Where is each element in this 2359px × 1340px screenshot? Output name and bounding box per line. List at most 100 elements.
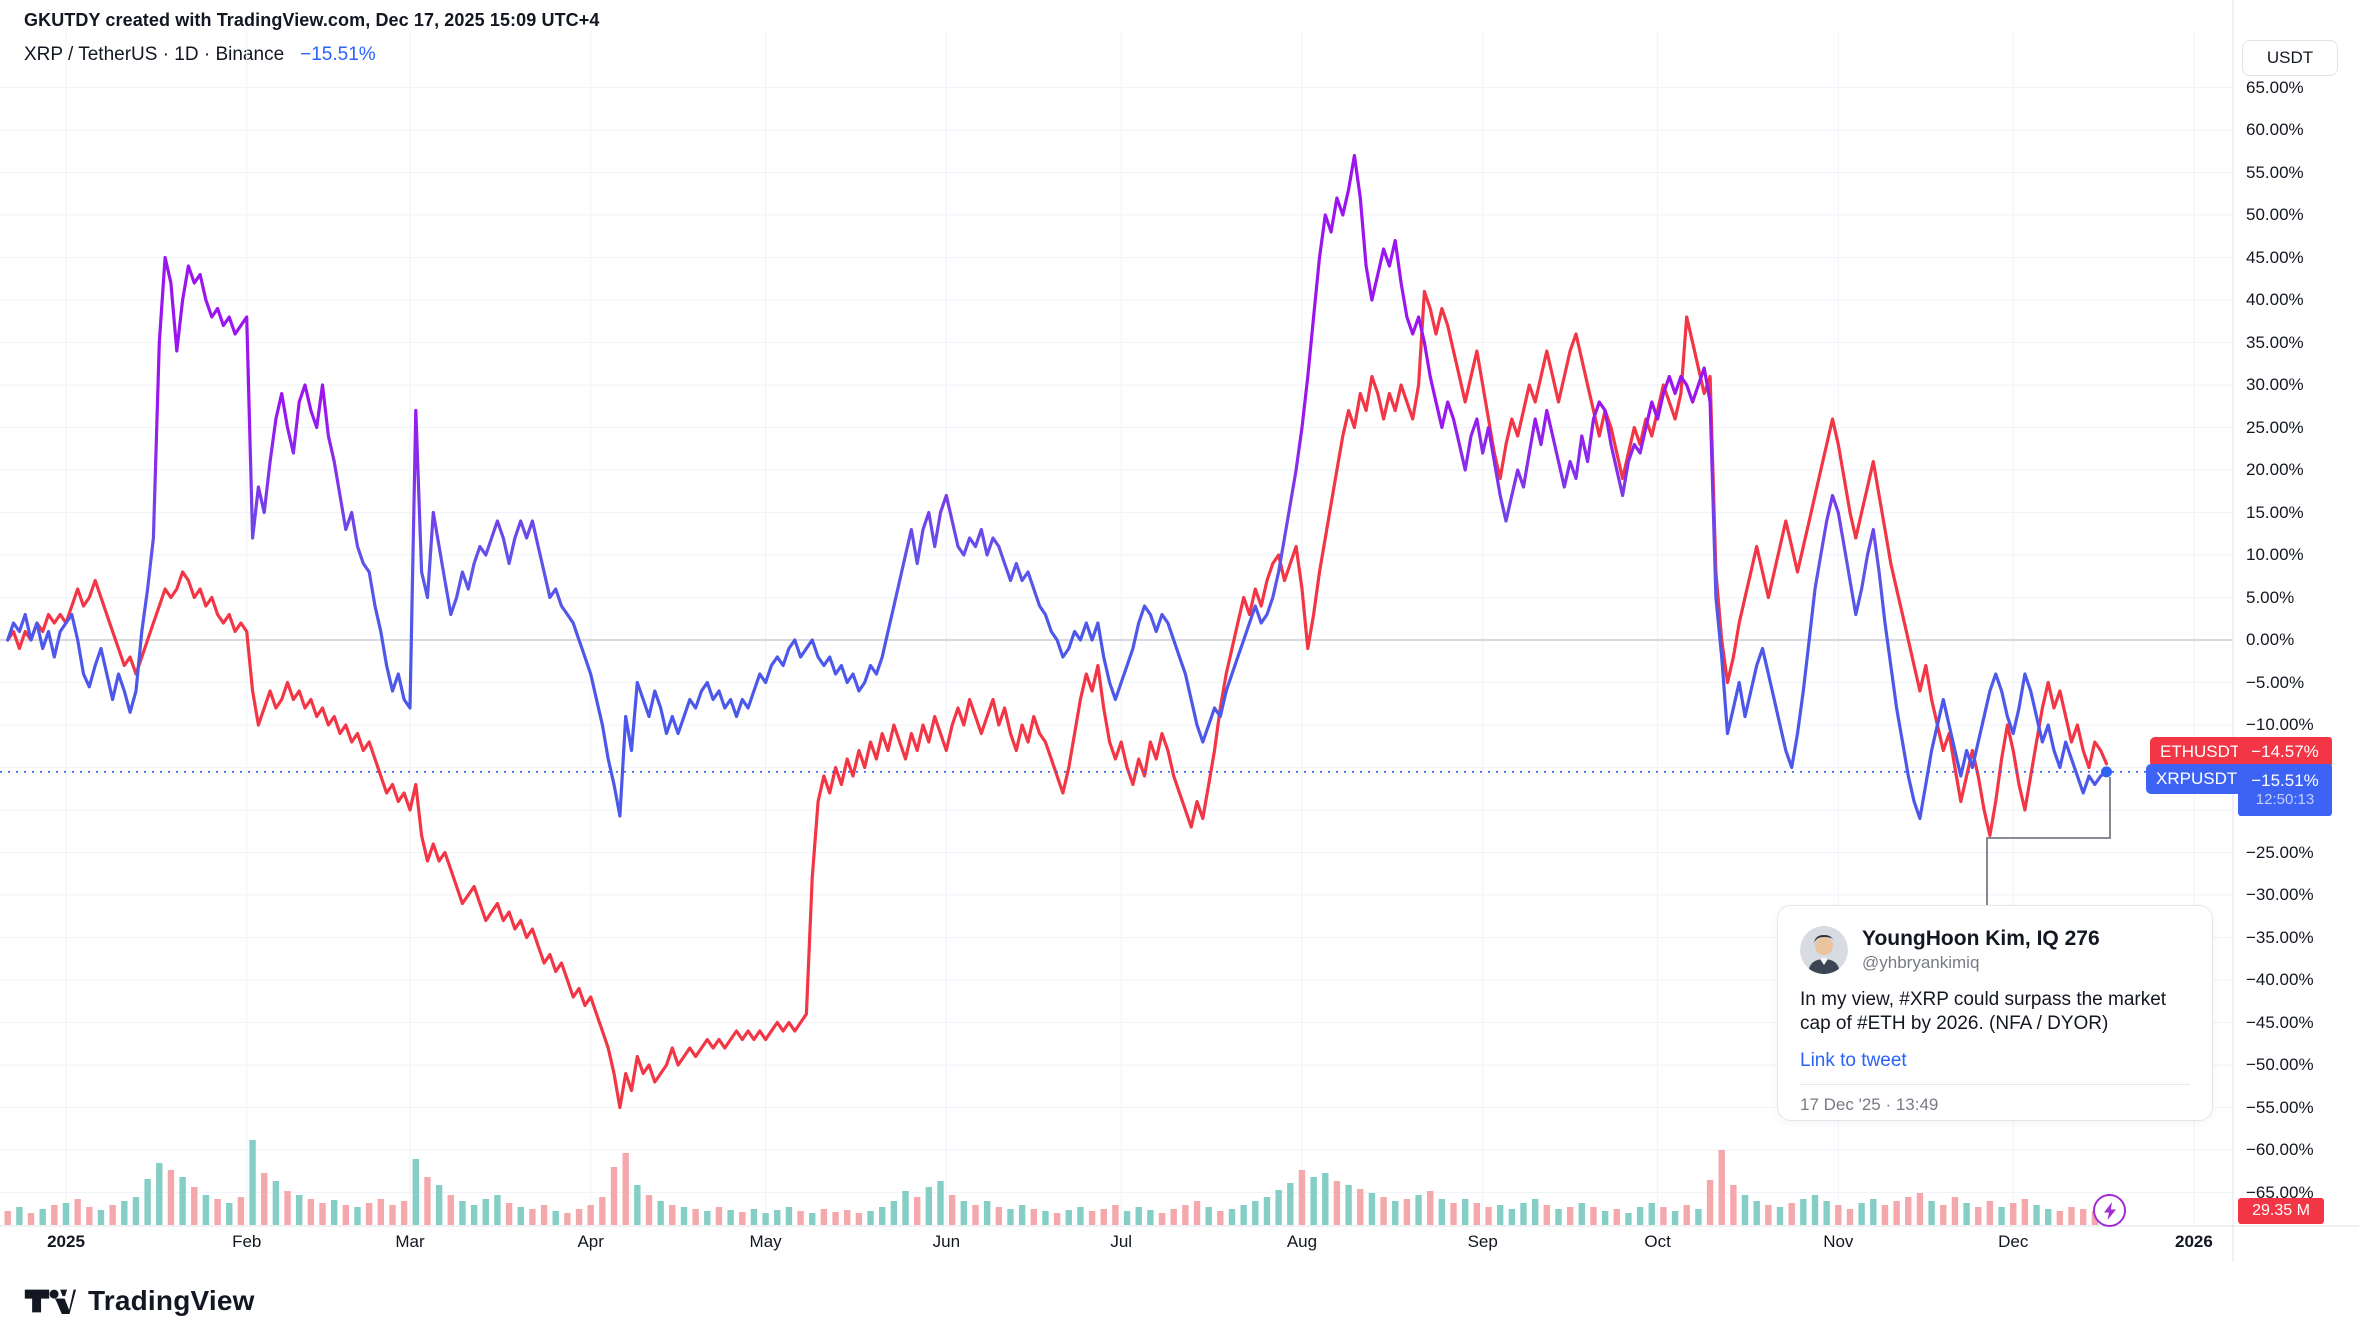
volume-bar bbox=[1100, 1209, 1107, 1225]
volume-bar bbox=[1695, 1209, 1702, 1225]
volume-bar bbox=[1940, 1205, 1947, 1225]
volume-bar bbox=[400, 1201, 408, 1225]
volume-bar bbox=[564, 1213, 571, 1225]
volume-bar bbox=[4, 1211, 11, 1225]
time-axis[interactable]: 2025 Feb Mar Apr May Jun Jul Aug Sep Oct Nov Dec 202… bbox=[0, 1228, 2359, 1262]
tweet-text: In my view, #XRP could surpass the marke… bbox=[1800, 989, 2167, 1034]
volume-bar bbox=[1333, 1181, 1341, 1225]
volume-bar bbox=[1252, 1201, 1259, 1225]
eth-series-label[interactable]: ETHUSDT bbox=[2150, 737, 2251, 767]
volume-bar bbox=[1392, 1201, 1399, 1225]
volume-bar bbox=[1077, 1207, 1084, 1225]
volume-bar bbox=[1158, 1213, 1166, 1225]
price-axis-label: 50.00% bbox=[2246, 205, 2304, 224]
volume-bar bbox=[1718, 1150, 1725, 1225]
symbol-legend[interactable]: XRP / TetherUS · 1D · Binance −15.51% bbox=[24, 44, 376, 66]
volume-bar bbox=[715, 1207, 723, 1225]
volume-bar bbox=[972, 1205, 979, 1225]
volume-bar bbox=[1648, 1203, 1655, 1225]
brand-name: TradingView bbox=[88, 1285, 255, 1316]
volume-bar bbox=[1205, 1207, 1212, 1225]
volume-bar bbox=[1357, 1189, 1364, 1225]
volume-bar bbox=[809, 1213, 816, 1225]
price-axis-label: 60.00% bbox=[2246, 120, 2304, 139]
volume-bar bbox=[727, 1210, 734, 1225]
volume-bar bbox=[307, 1199, 315, 1225]
xrp-price-badge: −15.51% 12:50:13 bbox=[2238, 764, 2332, 816]
volume-bar bbox=[389, 1205, 396, 1225]
tweet-link[interactable]: Link to tweet bbox=[1800, 1050, 1907, 1071]
bar-close-countdown: 12:50:13 bbox=[2255, 790, 2315, 808]
volume-bar bbox=[1135, 1207, 1142, 1225]
volume-bar bbox=[1147, 1210, 1154, 1225]
volume-bar bbox=[1893, 1201, 1900, 1225]
volume-bar bbox=[1555, 1209, 1562, 1225]
volume-bar bbox=[1508, 1209, 1516, 1225]
volume-bar bbox=[354, 1207, 361, 1225]
price-axis-label: 10.00% bbox=[2246, 545, 2304, 564]
volume-bar bbox=[540, 1205, 548, 1225]
volume-bar bbox=[2033, 1205, 2040, 1225]
price-axis[interactable]: 65.00% 60.00% 55.00% 50.00% 45.00% 40.00% 35.0… bbox=[2234, 0, 2359, 1262]
volume-bar bbox=[657, 1201, 664, 1225]
price-axis-label: 65.00% bbox=[2246, 77, 2304, 97]
volume-bar bbox=[237, 1197, 245, 1225]
time-axis-label: May bbox=[749, 1232, 782, 1251]
volume-bar bbox=[2056, 1211, 2064, 1225]
tweet-callout[interactable]: YoungHoon Kim, IQ 276 @yhbryankimiq In m… bbox=[1777, 905, 2213, 1121]
volume-bar bbox=[1228, 1209, 1236, 1225]
volume-bar bbox=[39, 1209, 46, 1225]
price-axis-label: 55.00% bbox=[2246, 162, 2304, 182]
volume-bar bbox=[74, 1199, 81, 1225]
volume-bar bbox=[2045, 1209, 2052, 1225]
volume-bar bbox=[517, 1207, 524, 1225]
volume-bar bbox=[1870, 1199, 1877, 1225]
volume-bar bbox=[1427, 1191, 1434, 1225]
tradingview-brand[interactable]: TradingView bbox=[24, 1284, 255, 1318]
time-axis-label: Jun bbox=[932, 1232, 961, 1251]
time-axis-label: Jul bbox=[1110, 1232, 1133, 1251]
volume-bar bbox=[226, 1203, 233, 1225]
volume-bar bbox=[1578, 1203, 1585, 1225]
volume-bar bbox=[1007, 1209, 1014, 1225]
volume-bar bbox=[1881, 1205, 1889, 1225]
volume-bar bbox=[575, 1209, 583, 1225]
currency-unit-button[interactable]: USDT bbox=[2242, 40, 2338, 76]
volume-bar bbox=[983, 1201, 991, 1225]
volume-bar bbox=[1543, 1205, 1551, 1225]
lightning-icon bbox=[2103, 1201, 2116, 1220]
price-axis-label: −55.00% bbox=[2246, 1097, 2314, 1117]
volume-bar bbox=[27, 1213, 35, 1225]
volume-bar bbox=[1403, 1199, 1411, 1225]
volume-bar bbox=[1590, 1207, 1597, 1225]
volume-bar bbox=[191, 1187, 198, 1225]
volume-bar bbox=[1986, 1201, 1994, 1225]
eth-price-badge: −14.57% bbox=[2238, 737, 2332, 767]
volume-value-badge: 29.35 M bbox=[2238, 1198, 2324, 1224]
volume-bar bbox=[1496, 1205, 1504, 1225]
volume-bar bbox=[1846, 1209, 1854, 1225]
volume-bar bbox=[960, 1201, 968, 1225]
volume-bar bbox=[1531, 1199, 1539, 1225]
volume-bar bbox=[867, 1211, 874, 1225]
price-axis-label: −65.00% bbox=[2246, 1182, 2314, 1202]
volume-bar bbox=[1741, 1195, 1749, 1225]
volume-bar bbox=[482, 1199, 489, 1225]
volume-bar bbox=[156, 1163, 163, 1225]
volume-bar bbox=[1415, 1195, 1422, 1225]
last-price-dot bbox=[2101, 766, 2112, 778]
volume-bar bbox=[494, 1195, 501, 1225]
volume-bar bbox=[1601, 1211, 1609, 1225]
volume-bar bbox=[202, 1195, 210, 1225]
make-interactive-button[interactable] bbox=[2093, 1194, 2126, 1227]
xrp-series-label[interactable]: XRPUSDT bbox=[2146, 764, 2248, 794]
volume-bar bbox=[552, 1211, 559, 1225]
volume-bar bbox=[1811, 1195, 1819, 1225]
volume-bar bbox=[1018, 1205, 1026, 1225]
price-axis-label: 45.00% bbox=[2246, 247, 2304, 267]
footer-bar: TradingView bbox=[0, 1262, 2359, 1340]
volume-bar bbox=[505, 1203, 513, 1225]
volume-bar bbox=[797, 1211, 804, 1225]
volume-bar bbox=[1310, 1177, 1317, 1225]
